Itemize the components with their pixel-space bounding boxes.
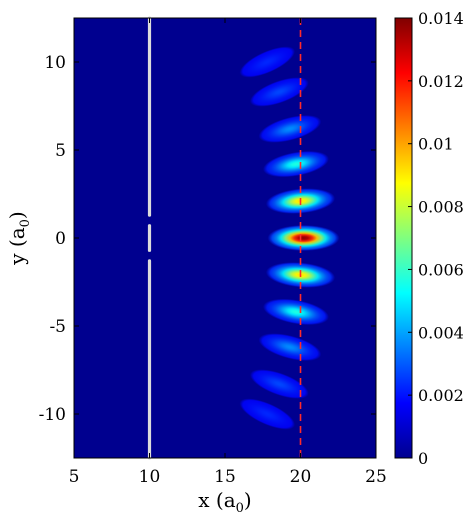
intensity-lobe — [267, 225, 340, 251]
intensity-lobe — [258, 115, 322, 143]
x-tick-label: 5 — [69, 467, 80, 487]
colorbar-tick-label: 0.012 — [418, 72, 464, 91]
x-tick-label: 15 — [214, 467, 236, 487]
intensity-lobe — [262, 298, 329, 326]
colorbar-tick-label: 0.006 — [418, 260, 464, 279]
colorbar-tick-label: 0.014 — [418, 9, 464, 28]
x-tick-label: 20 — [290, 467, 312, 487]
y-tick-label: 10 — [44, 53, 66, 73]
colorbar: 0.014 0.012 0.01 0.008 0.006 0.004 0.002 0 — [394, 9, 464, 468]
colorbar-tick-label: 0 — [418, 449, 428, 468]
intensity-lobe — [262, 150, 329, 178]
y-axis-label: y (a0) — [5, 211, 33, 265]
y-tick-label: -5 — [49, 317, 66, 337]
x-axis-label-subscript: 0 — [236, 501, 244, 516]
colorbar-tick-label: 0.008 — [418, 198, 464, 217]
x-tick-label: 10 — [139, 467, 161, 487]
x-axis-label: x (a0) — [198, 488, 251, 516]
intensity-lobe — [249, 369, 309, 399]
intensity-lobes — [239, 46, 340, 430]
y-axis-label-subscript: 0 — [18, 219, 33, 227]
colorbar-gradient — [394, 17, 413, 459]
colorbar-tick-label: 0.01 — [418, 135, 454, 154]
x-tick-label: 25 — [365, 467, 387, 487]
colorbar-tick-label: 0.004 — [418, 323, 464, 342]
colorbar-ticks: 0.014 0.012 0.01 0.008 0.006 0.004 0.002 0 — [408, 9, 464, 468]
y-tick-label: -10 — [39, 405, 66, 425]
intensity-lobe — [239, 398, 296, 430]
heatmap-plot — [73, 16, 377, 460]
y-tick-label: 0 — [55, 229, 66, 249]
intensity-lobe — [239, 46, 296, 78]
colorbar-tick-label: 0.002 — [418, 386, 464, 405]
intensity-lobe — [249, 77, 309, 107]
x-axis: 5 10 15 20 25 — [69, 18, 387, 487]
y-axis: 10 5 0 -5 -10 — [39, 53, 376, 425]
intensity-lobe — [258, 333, 322, 361]
y-tick-label: 5 — [55, 141, 66, 161]
